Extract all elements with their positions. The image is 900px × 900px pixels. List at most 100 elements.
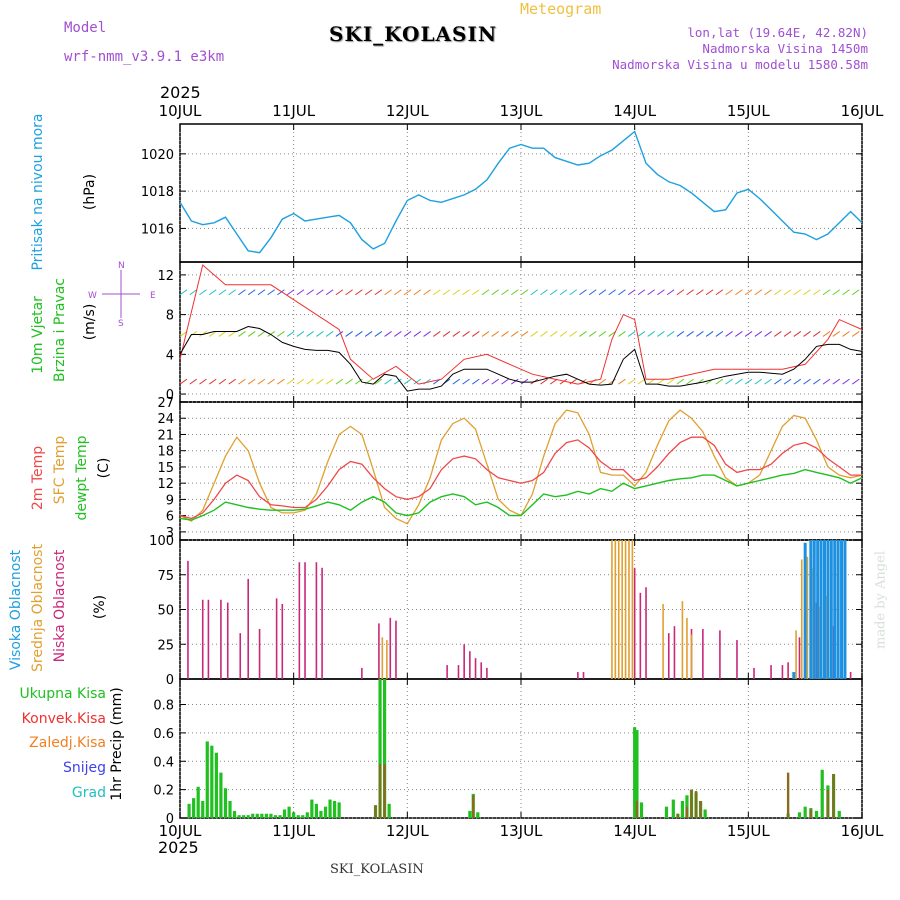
- wind-barb: [764, 331, 772, 337]
- wind-barb: [491, 331, 500, 337]
- wind-barb: [228, 331, 237, 337]
- wind-barb: [608, 289, 616, 296]
- total-precip-bar: [242, 815, 246, 818]
- wind-barb: [442, 289, 451, 296]
- wind-barb: [608, 378, 616, 385]
- low-cloud-bar: [395, 620, 397, 679]
- compass-e: E: [150, 291, 156, 301]
- wind-barb: [793, 331, 802, 337]
- wind-barb: [179, 331, 188, 337]
- high-cloud-bar: [833, 540, 837, 679]
- wind-barb: [296, 378, 305, 385]
- low-cloud-bar: [781, 665, 784, 679]
- compass-s: S: [118, 319, 124, 326]
- total-precip-bar: [476, 812, 480, 818]
- x-day-label-bottom: 14JUL: [613, 822, 656, 840]
- wind-barb: [764, 289, 772, 296]
- wind-speed-line: [179, 325, 863, 392]
- page-title: SKI_KOLASIN: [329, 22, 498, 46]
- conv-precip-bar: [809, 809, 813, 818]
- wind-barb: [267, 331, 275, 337]
- wind-barb: [627, 331, 636, 337]
- wind-barb: [618, 378, 626, 385]
- wind-barb: [705, 289, 714, 296]
- wind-barb: [666, 331, 675, 337]
- total-precip-bar: [196, 786, 200, 818]
- pressure-line: [179, 130, 863, 254]
- wind-barb: [676, 378, 685, 385]
- low-cloud-bar: [474, 658, 477, 679]
- wind-barb: [257, 331, 266, 337]
- mid-cloud-bar: [800, 559, 803, 679]
- x-day-label-top: 13JUL: [500, 102, 543, 120]
- wind-barb: [394, 378, 402, 385]
- total-precip-bar: [314, 803, 318, 818]
- temperature-ytick-label: 21: [157, 428, 174, 443]
- low-cloud-bar: [315, 562, 318, 679]
- total-precip-bar: [246, 815, 250, 818]
- low-cloud-bar: [247, 578, 249, 679]
- wind-barb: [189, 289, 198, 296]
- wind-barb: [189, 378, 198, 385]
- precip-ytick-label: 0.8: [153, 699, 174, 714]
- model-label: Model: [64, 20, 107, 36]
- temperature-ytick-label: 18: [157, 445, 174, 460]
- conv-precip-bar: [826, 789, 830, 818]
- high-cloud-bar: [829, 540, 833, 679]
- conv-precip-bar: [378, 764, 382, 818]
- wind-barb: [374, 331, 383, 337]
- high-cloud-bar: [826, 540, 830, 679]
- low-cloud-bar: [239, 633, 242, 679]
- low-cloud-bar: [389, 617, 392, 679]
- wind-barb: [218, 289, 227, 296]
- total-precip-bar: [323, 806, 328, 818]
- wind-barb: [345, 289, 353, 296]
- low-cloud-bar: [457, 665, 460, 679]
- wind-barb: [696, 289, 704, 296]
- total-precip-bar: [820, 769, 824, 818]
- mid-cloud-bar: [686, 617, 688, 679]
- low-cloud-bar: [275, 598, 278, 679]
- wind-barb: [832, 378, 841, 385]
- x-day-label-bottom: 16JUL: [841, 822, 884, 840]
- wind-barb: [676, 331, 685, 337]
- wind-barb: [403, 289, 412, 296]
- wind-barb: [559, 378, 568, 385]
- wind-barb: [637, 289, 646, 296]
- total-precip-bar: [269, 813, 273, 818]
- clouds-ytick-label: 100: [149, 534, 174, 549]
- dewpt-line: [179, 468, 863, 521]
- total-precip-bar: [383, 679, 387, 818]
- conv-precip-bar: [383, 764, 386, 818]
- low-cloud-bar: [667, 633, 670, 679]
- wind-barb: [783, 289, 792, 296]
- wind-barb: [452, 331, 461, 337]
- wind-barb: [345, 378, 353, 385]
- total-precip-bar: [219, 772, 223, 818]
- wind-barb: [286, 289, 295, 296]
- low-cloud-bar: [849, 672, 852, 679]
- meteogram-label: Meteogram: [520, 0, 602, 18]
- conv-precip-bar: [374, 805, 377, 818]
- wind-barb: [608, 331, 616, 337]
- wind-barb: [647, 289, 655, 296]
- wind-barb: [540, 289, 548, 296]
- conv-precip-bar: [685, 806, 689, 818]
- wind-barb: [735, 378, 743, 385]
- temperature-ytick-label: 6: [166, 510, 174, 525]
- wind-barb: [501, 331, 509, 337]
- high-cloud-bar: [803, 542, 807, 679]
- wind-barb: [228, 289, 237, 296]
- wind-barb: [316, 378, 324, 385]
- total-precip-bar: [282, 809, 287, 818]
- wind-barb: [803, 378, 811, 385]
- high-cloud-bar: [822, 540, 826, 679]
- wind-barb: [812, 378, 821, 385]
- wind-barb: [618, 331, 626, 337]
- low-cloud-bar: [798, 637, 801, 679]
- wind-barb: [277, 289, 285, 296]
- wind-barb: [774, 378, 782, 385]
- total-precip-bar: [301, 815, 305, 818]
- low-cloud-bar: [220, 599, 222, 679]
- total-precip-bar: [232, 810, 237, 818]
